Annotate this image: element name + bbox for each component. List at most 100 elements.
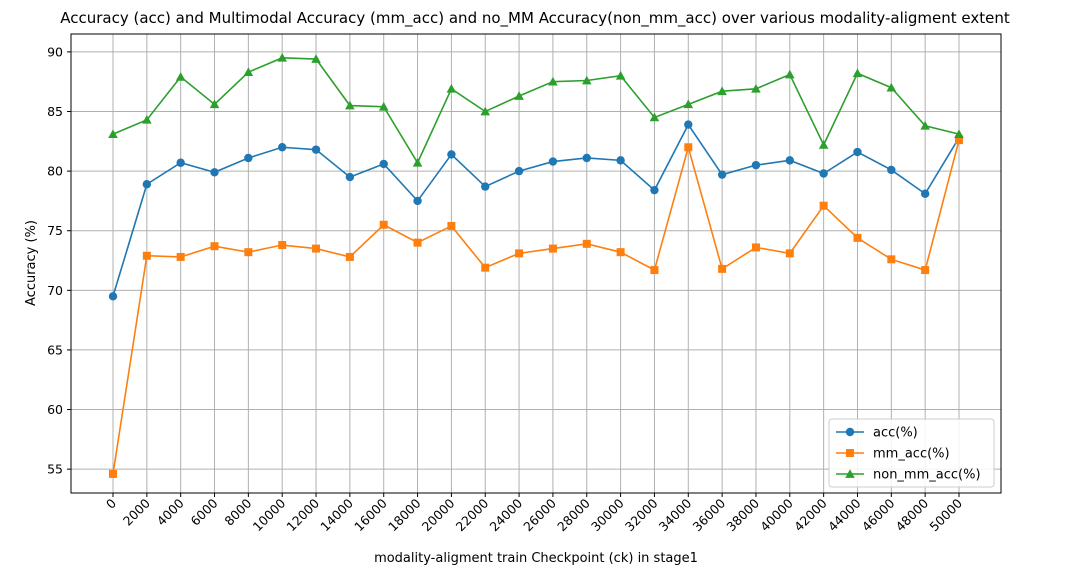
data-point	[243, 67, 254, 76]
data-point	[853, 147, 862, 157]
data-point	[751, 243, 760, 252]
data-point	[244, 153, 253, 163]
data-point	[277, 53, 287, 62]
legend-marker	[845, 469, 855, 478]
x-tick-label: 48000	[893, 495, 932, 534]
data-point	[887, 165, 896, 175]
y-tick-label: 80	[47, 164, 63, 179]
data-point	[413, 196, 422, 206]
data-point	[785, 249, 794, 258]
data-point	[379, 220, 388, 229]
data-point	[311, 145, 321, 154]
data-point	[447, 150, 456, 159]
x-tick-label: 26000	[520, 495, 559, 534]
data-point	[582, 239, 591, 248]
data-point	[921, 266, 930, 275]
x-tick-label: 6000	[188, 495, 221, 528]
x-tick-label: 14000	[317, 495, 356, 534]
x-tick-label: 16000	[351, 495, 390, 534]
data-point	[853, 233, 862, 242]
data-point	[717, 170, 727, 179]
x-tick-label: 50000	[926, 495, 965, 534]
data-point	[209, 99, 220, 109]
x-tick-label: 46000	[859, 495, 898, 534]
data-point	[649, 112, 660, 122]
x-tick-label: 44000	[825, 495, 864, 534]
data-point	[515, 249, 524, 258]
data-point	[615, 70, 626, 80]
data-point	[819, 201, 828, 210]
data-point	[717, 86, 727, 96]
y-axis-label: Accuracy (%)	[24, 220, 39, 306]
y-tick-label: 90	[47, 44, 63, 59]
data-point	[954, 129, 964, 138]
data-point	[278, 143, 287, 152]
data-point	[278, 241, 287, 250]
plot-frame	[70, 33, 1002, 494]
data-point	[616, 248, 625, 257]
data-point	[210, 168, 219, 177]
x-tick-label: 28000	[554, 495, 593, 534]
y-tick-label: 55	[47, 462, 63, 477]
axes: 0 2000 4000 6000 800010000120001400016000180…	[47, 44, 965, 534]
legend-marker	[845, 427, 855, 437]
series-1	[109, 136, 963, 478]
x-tick-label: 38000	[723, 495, 762, 534]
x-tick-label: 18000	[385, 495, 424, 534]
x-tick-label: 12000	[283, 495, 322, 534]
x-tick-label: 0	[103, 495, 119, 511]
legend-frame	[828, 418, 995, 488]
data-point	[920, 121, 930, 130]
y-tick-label: 75	[47, 223, 63, 238]
y-tick-label: 85	[47, 104, 63, 119]
data-point	[852, 68, 863, 78]
data-point	[345, 252, 354, 261]
chart-title: Accuracy (acc) and Multimodal Accuracy (…	[60, 9, 1010, 28]
data-point	[175, 72, 186, 81]
data-point	[108, 129, 118, 138]
data-point	[886, 82, 897, 92]
data-point	[785, 69, 795, 79]
data-point	[481, 263, 490, 272]
data-point	[683, 99, 694, 109]
data-point	[312, 244, 321, 253]
data-point	[684, 120, 693, 129]
data-point	[244, 248, 253, 257]
data-point	[718, 264, 727, 273]
data-point	[785, 156, 794, 165]
data-point	[142, 180, 152, 189]
data-point	[480, 106, 491, 116]
x-tick-label: 24000	[486, 495, 525, 534]
x-tick-label: 30000	[588, 495, 627, 534]
legend-label: non_mm_acc(%)	[873, 468, 981, 483]
data-point	[616, 156, 625, 165]
data-point	[447, 221, 456, 230]
series-layer	[108, 53, 964, 478]
x-tick-label: 4000	[154, 495, 187, 528]
data-point	[176, 252, 185, 261]
data-point	[751, 84, 761, 93]
data-point	[345, 100, 355, 110]
data-point	[684, 143, 693, 152]
y-tick-label: 65	[47, 342, 63, 357]
data-point	[818, 140, 829, 149]
data-point	[210, 242, 219, 251]
legend-marker	[846, 449, 854, 457]
x-tick-label: 2000	[120, 495, 153, 528]
data-point	[548, 76, 558, 86]
data-point	[514, 91, 524, 100]
x-axis-label: modality-aligment train Checkpoint (ck) …	[374, 551, 698, 566]
data-point	[920, 189, 930, 198]
x-tick-label: 10000	[250, 495, 289, 534]
data-point	[819, 169, 828, 178]
x-tick-label: 36000	[690, 495, 729, 534]
y-tick-label: 60	[47, 402, 63, 417]
data-point	[650, 266, 659, 275]
data-point	[176, 158, 185, 167]
series-line	[112, 123, 960, 297]
data-point	[378, 101, 389, 111]
data-point	[581, 75, 592, 85]
data-point	[582, 153, 591, 163]
legend: acc(%) mm_acc(%) non_mm_acc(%)	[828, 418, 995, 488]
